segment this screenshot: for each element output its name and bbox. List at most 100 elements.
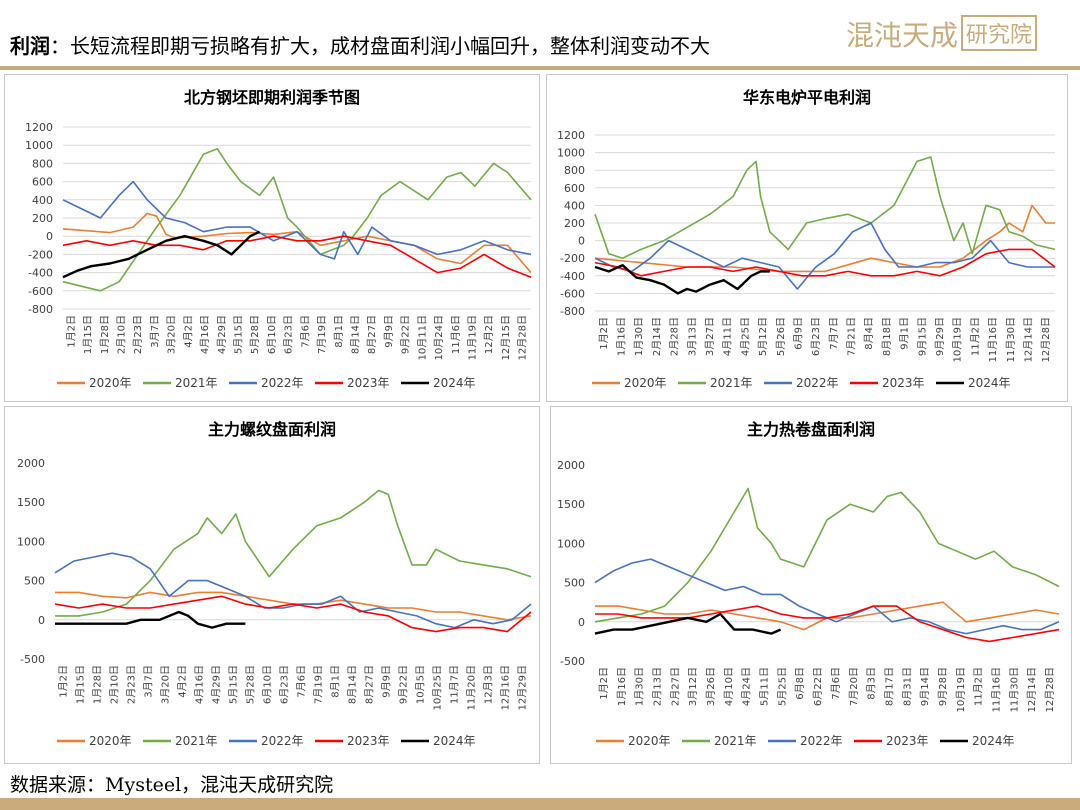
x-tick-label: 6月23日 <box>279 665 291 704</box>
legend-label: 2022年 <box>261 376 304 390</box>
legend-label: 2022年 <box>796 376 839 390</box>
x-tick-label: 10月5日 <box>415 665 427 704</box>
x-tick-label: 4月29日 <box>211 665 223 704</box>
y-tick-label: 1000 <box>557 537 585 550</box>
x-tick-label: 9月22日 <box>398 665 410 704</box>
legend-label: 2023年 <box>882 376 925 390</box>
x-tick-label: 8月14日 <box>347 665 359 704</box>
y-tick-label: 2000 <box>17 457 45 470</box>
x-tick-label: 3月20日 <box>160 665 172 704</box>
series-line-2022年 <box>62 180 532 260</box>
x-tick-label: 8月18日 <box>881 317 893 356</box>
x-tick-label: 11月19日 <box>467 315 479 360</box>
x-tick-label: 4月29日 <box>216 315 228 354</box>
x-tick-label: 8月14日 <box>350 315 362 354</box>
series-line-2024年 <box>62 230 261 279</box>
legend-label: 2024年 <box>972 734 1015 748</box>
y-tick-label: -200 <box>28 248 53 261</box>
series-line-2022年 <box>594 222 1055 290</box>
x-tick-label: 2月10日 <box>109 665 121 704</box>
legend-label: 2020年 <box>89 376 132 390</box>
x-tick-label: 5月11日 <box>759 667 771 706</box>
series-line-2023年 <box>54 595 532 633</box>
y-tick-label: -500 <box>560 655 585 668</box>
y-tick-label: 1200 <box>557 129 585 142</box>
y-tick-label: 800 <box>564 164 585 177</box>
x-tick-label: 6月8日 <box>794 667 806 700</box>
x-tick-label: 6月23日 <box>810 317 822 356</box>
series-line-2023年 <box>594 248 1056 277</box>
x-tick-label: 4月10日 <box>723 667 735 706</box>
x-tick-label: 2月23日 <box>132 315 144 354</box>
x-tick-label: 7月6日 <box>299 315 311 348</box>
x-tick-label: 8月1日 <box>333 315 345 348</box>
x-tick-label: 7月19日 <box>316 315 328 354</box>
x-tick-label: 4月11日 <box>722 317 734 356</box>
x-tick-label: 3月7日 <box>149 315 161 348</box>
data-source: 数据来源：Mysteel，混沌天成研究院 <box>10 774 334 796</box>
x-tick-label: 1月28日 <box>92 665 104 704</box>
x-tick-label: 11月6日 <box>450 315 462 354</box>
series-line-2023年 <box>595 605 1060 643</box>
x-tick-label: 1月30日 <box>633 317 645 356</box>
y-tick-label: 1000 <box>25 139 53 152</box>
y-tick-label: -500 <box>20 653 45 666</box>
y-tick-label: 600 <box>32 176 53 189</box>
series-line-2022年 <box>54 552 532 629</box>
x-tick-label: 8月3日 <box>866 667 878 700</box>
x-tick-label: 6月10日 <box>266 315 278 354</box>
x-tick-label: 11月30日 <box>1008 667 1020 712</box>
x-tick-label: 9月29日 <box>934 317 946 356</box>
x-tick-label: 10月19日 <box>952 317 964 362</box>
y-tick-label: -600 <box>560 287 585 300</box>
x-tick-label: 6月23日 <box>283 315 295 354</box>
chart-rebar: 主力螺纹盘面利润 2000 1500 1000 500 0 -500 1月2日 1月15日 1月2… <box>17 420 532 748</box>
x-tick-label: 1月16日 <box>616 317 628 356</box>
legend-label: 2024年 <box>433 734 476 748</box>
y-tick-label: 400 <box>32 194 53 207</box>
x-tick-label: 11月30日 <box>1005 317 1017 362</box>
x-tick-label: 3月13日 <box>686 317 698 356</box>
brand-logo: 混沌天成 研究院 <box>846 14 1038 54</box>
y-tick-label: 1000 <box>557 147 585 160</box>
x-tick-label: 4月16日 <box>194 665 206 704</box>
x-tick-label: 2月14日 <box>651 317 663 356</box>
x-tick-label: 6月9日 <box>792 317 804 350</box>
y-tick-label: -400 <box>560 270 585 283</box>
x-tick-label: 7月6日 <box>830 667 842 700</box>
y-tick-label: 0 <box>578 235 585 248</box>
x-tick-label: 12月28日 <box>1040 317 1052 362</box>
x-tick-label: 11月16日 <box>987 317 999 362</box>
y-tick-label: -400 <box>28 267 53 280</box>
y-tick-label: -800 <box>28 303 53 316</box>
y-tick-label: 200 <box>32 212 53 225</box>
x-tick-label: 4月25日 <box>739 317 751 356</box>
y-tick-label: 200 <box>564 217 585 230</box>
chart-hrc: 主力热卷盘面利润 2000 1500 1000 500 0 -500 1月2日 1月16日 1月3… <box>557 420 1060 748</box>
legend-label: 2023年 <box>886 734 929 748</box>
x-tick-label: 8月4日 <box>863 317 875 350</box>
x-tick-label: 2月10日 <box>116 315 128 354</box>
header-separator: ： <box>50 34 70 58</box>
legend-label: 2024年 <box>968 376 1011 390</box>
x-tick-label: 7月21日 <box>846 317 858 356</box>
legend-label: 2022年 <box>800 734 843 748</box>
y-tick-label: 1200 <box>25 121 53 134</box>
legend-label: 2023年 <box>347 376 390 390</box>
x-tick-label: 12月15日 <box>500 315 512 360</box>
series-line-2021年 <box>594 487 1060 623</box>
x-tick-label: 11月2日 <box>973 667 985 706</box>
x-tick-label: 8月31日 <box>901 667 913 706</box>
x-tick-label: 9月9日 <box>383 315 395 348</box>
x-tick-label: 9月22日 <box>400 315 412 354</box>
x-tick-label: 9月9日 <box>381 665 393 698</box>
header: 利润：长短流程即期亏损略有扩大，成材盘面利润小幅回升，整体利润变动不大 混沌天成… <box>0 0 1080 64</box>
x-tick-label: 3月26日 <box>705 667 717 706</box>
x-tick-label: 12月28日 <box>1044 667 1056 712</box>
x-tick-label: 8月1日 <box>330 665 342 698</box>
x-tick-label: 1月2日 <box>65 315 77 348</box>
x-tick-label: 1月15日 <box>82 315 94 354</box>
x-tick-label: 11月16日 <box>991 667 1003 712</box>
x-tick-label: 8月27日 <box>366 315 378 354</box>
x-tick-label: 12月16日 <box>500 665 512 710</box>
